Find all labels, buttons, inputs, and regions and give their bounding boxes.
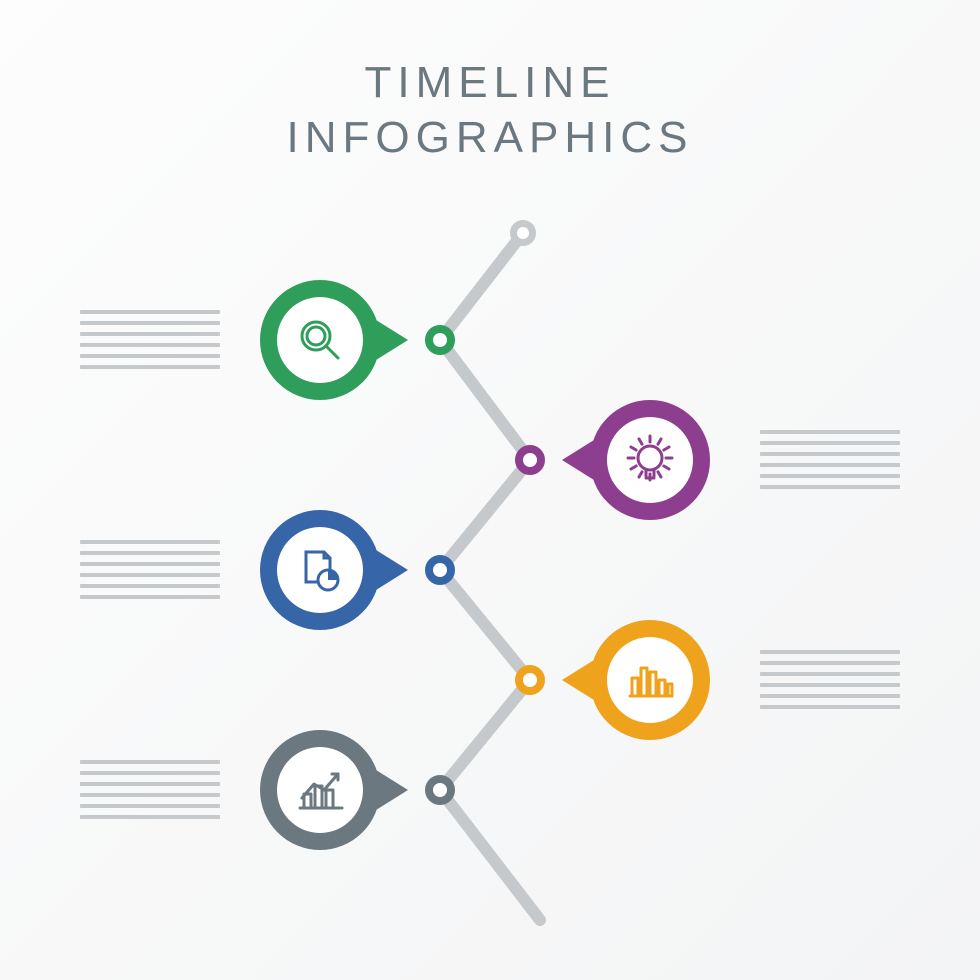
infographic-stage: TIMELINE INFOGRAPHICS xyxy=(0,0,980,980)
doc-pie-icon xyxy=(277,527,363,613)
timeline-pin-search xyxy=(260,280,380,400)
timeline-dot-idea xyxy=(515,445,545,475)
timeline-dot-bars xyxy=(515,665,545,695)
text-placeholder-report xyxy=(80,540,220,606)
text-placeholder-bars xyxy=(760,650,900,716)
text-placeholder-search xyxy=(80,310,220,376)
timeline-pin-report xyxy=(260,510,380,630)
magnifier-icon xyxy=(277,297,363,383)
text-placeholder-idea xyxy=(760,430,900,496)
timeline-dot-growth xyxy=(425,775,455,805)
timeline-pin-bars xyxy=(590,620,710,740)
bar-chart-icon xyxy=(607,637,693,723)
timeline-dot-search xyxy=(425,325,455,355)
timeline-start-dot xyxy=(510,220,536,246)
timeline-pin-growth xyxy=(260,730,380,850)
text-placeholder-growth xyxy=(80,760,220,826)
timeline-dot-report xyxy=(425,555,455,585)
growth-chart-icon xyxy=(277,747,363,833)
timeline-pin-idea xyxy=(590,400,710,520)
lightbulb-icon xyxy=(607,417,693,503)
